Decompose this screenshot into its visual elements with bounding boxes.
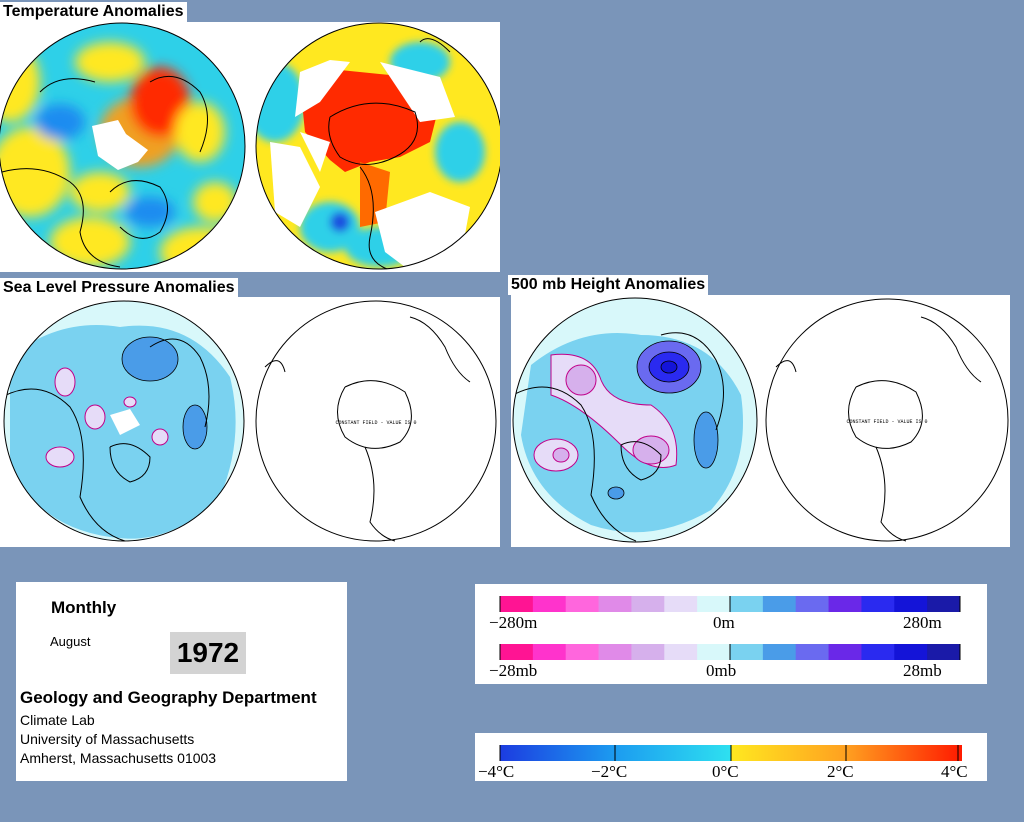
color-bar-segment bbox=[631, 644, 665, 660]
height500-panel: CONSTANT FIELD - VALUE IS 0 bbox=[511, 295, 1010, 547]
color-bar-segment bbox=[631, 596, 665, 612]
color-bar-segment bbox=[762, 644, 797, 660]
month-label: August bbox=[50, 634, 91, 649]
department-name: Geology and Geography Department bbox=[20, 688, 317, 707]
temp-tick-plus2: 2°C bbox=[827, 762, 854, 781]
color-bar-segment bbox=[697, 644, 731, 660]
temp-tick-zero: 0°C bbox=[712, 762, 739, 781]
nh-height500-map bbox=[513, 298, 757, 542]
temperature-legend-box: −4°C −2°C 0°C 2°C 4°C bbox=[475, 733, 987, 781]
color-bar-segment bbox=[828, 644, 862, 660]
color-bar-segment bbox=[795, 644, 830, 660]
color-bar-segment bbox=[697, 596, 731, 612]
height500-maps: CONSTANT FIELD - VALUE IS 0 bbox=[512, 297, 1009, 543]
color-bar-segment bbox=[828, 596, 862, 612]
pressure-tick-max: 28mb bbox=[903, 661, 942, 680]
color-bar-segment bbox=[730, 644, 764, 660]
color-bar-segment bbox=[795, 596, 830, 612]
temp-tick-minus4: −4°C bbox=[478, 762, 515, 781]
color-bar-segment bbox=[927, 596, 961, 612]
info-box: Monthly August 1972 Geology and Geograph… bbox=[16, 582, 347, 781]
slp-maps: CONSTANT FIELD - VALUE IS 0 bbox=[3, 300, 497, 542]
color-bar-segment bbox=[730, 596, 764, 612]
color-bar-segment bbox=[598, 644, 632, 660]
color-bar-segment bbox=[565, 596, 600, 612]
color-bar-segment bbox=[927, 644, 961, 660]
temperature-title: Temperature Anomalies bbox=[0, 2, 187, 22]
pressure-color-bar bbox=[499, 644, 961, 660]
anomaly-legend-box: −280m 0m 280m −28mb 0mb 28mb bbox=[475, 584, 987, 684]
slp-constant-field-label: CONSTANT FIELD - VALUE IS 0 bbox=[335, 420, 416, 426]
sh-slp-map: CONSTANT FIELD - VALUE IS 0 bbox=[255, 300, 497, 542]
color-bar-segment bbox=[565, 644, 600, 660]
height-tick-zero: 0m bbox=[713, 613, 735, 632]
slp-title: Sea Level Pressure Anomalies bbox=[0, 278, 238, 298]
nh-slp-map bbox=[4, 301, 244, 541]
color-bar-segment bbox=[500, 596, 534, 612]
color-bar-segment bbox=[861, 644, 895, 660]
nh-temperature-map bbox=[0, 23, 245, 269]
color-bar-segment bbox=[894, 596, 928, 612]
color-bar-segment bbox=[598, 596, 632, 612]
height-tick-min: −280m bbox=[489, 613, 538, 632]
address: Amherst, Massachusetts 01003 bbox=[20, 750, 217, 766]
period-label: Monthly bbox=[51, 598, 117, 617]
lab-name: Climate Lab bbox=[20, 712, 95, 728]
sh-height500-map: CONSTANT FIELD - VALUE IS 0 bbox=[765, 298, 1009, 542]
pressure-tick-min: −28mb bbox=[489, 661, 538, 680]
slp-panel: CONSTANT FIELD - VALUE IS 0 bbox=[0, 297, 500, 547]
temp-tick-plus4: 4°C bbox=[941, 762, 968, 781]
color-bar-segment bbox=[664, 596, 698, 612]
color-bar-segment bbox=[532, 644, 567, 660]
color-bar-segment bbox=[861, 596, 895, 612]
pressure-tick-zero: 0mb bbox=[706, 661, 737, 680]
temperature-panel bbox=[0, 22, 500, 272]
height-tick-max: 280m bbox=[903, 613, 942, 632]
year-display: 1972 bbox=[170, 632, 246, 674]
university-name: University of Massachusetts bbox=[20, 731, 195, 747]
height-color-bar bbox=[499, 596, 961, 612]
color-bar-segment bbox=[500, 644, 534, 660]
color-bar-segment bbox=[762, 596, 797, 612]
color-bar-segment bbox=[532, 596, 567, 612]
height500-title: 500 mb Height Anomalies bbox=[508, 275, 709, 295]
temperature-maps bbox=[0, 22, 500, 270]
color-bar-segment bbox=[664, 644, 698, 660]
color-bar-segment bbox=[894, 644, 928, 660]
height500-constant-field-label: CONSTANT FIELD - VALUE IS 0 bbox=[846, 419, 927, 425]
temp-tick-minus2: −2°C bbox=[591, 762, 628, 781]
sh-temperature-map bbox=[256, 23, 500, 269]
